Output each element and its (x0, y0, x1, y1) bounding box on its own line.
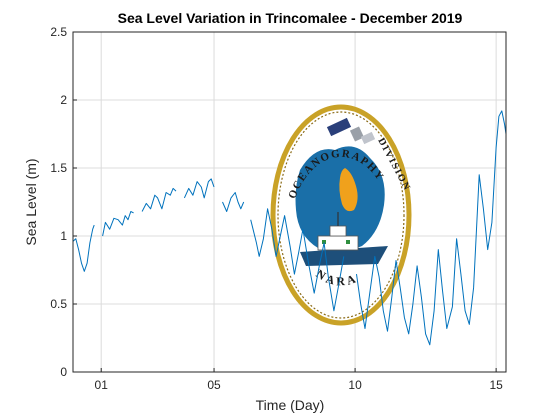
sea-level-series-line (222, 192, 245, 212)
y-axis-label: Sea Level (m) (23, 158, 39, 245)
satellite-icon (326, 117, 376, 145)
y-tick-label: 2.5 (50, 25, 67, 39)
sea-level-series-line (250, 208, 345, 312)
x-tick-label: 01 (95, 378, 109, 392)
chart-title: Sea Level Variation in Trincomalee - Dec… (118, 10, 463, 26)
series-line-group (72, 110, 507, 346)
axes-box (72, 31, 507, 373)
nara-logo: OCEANOGRAPHY DIVISION NARA (270, 104, 413, 326)
sea-level-series-line (183, 178, 215, 199)
y-tick-label: 1.5 (50, 161, 67, 175)
sea-level-series-line (72, 224, 95, 272)
sea-level-series-line (141, 187, 177, 212)
x-tick-label: 10 (348, 378, 362, 392)
x-tick-label: 15 (489, 378, 503, 392)
ticks: 01 05 10 15 0 0.5 1 1.5 2 2.5 (50, 25, 503, 392)
y-tick-label: 2 (60, 93, 67, 107)
y-tick-label: 0.5 (50, 297, 67, 311)
y-tick-label: 1 (60, 229, 67, 243)
y-tick-label: 0 (60, 365, 67, 379)
x-tick-label: 05 (207, 378, 221, 392)
x-axis-label: Time (Day) (256, 397, 325, 413)
sea-level-series-line (102, 211, 134, 237)
sea-level-series-line (356, 110, 507, 346)
